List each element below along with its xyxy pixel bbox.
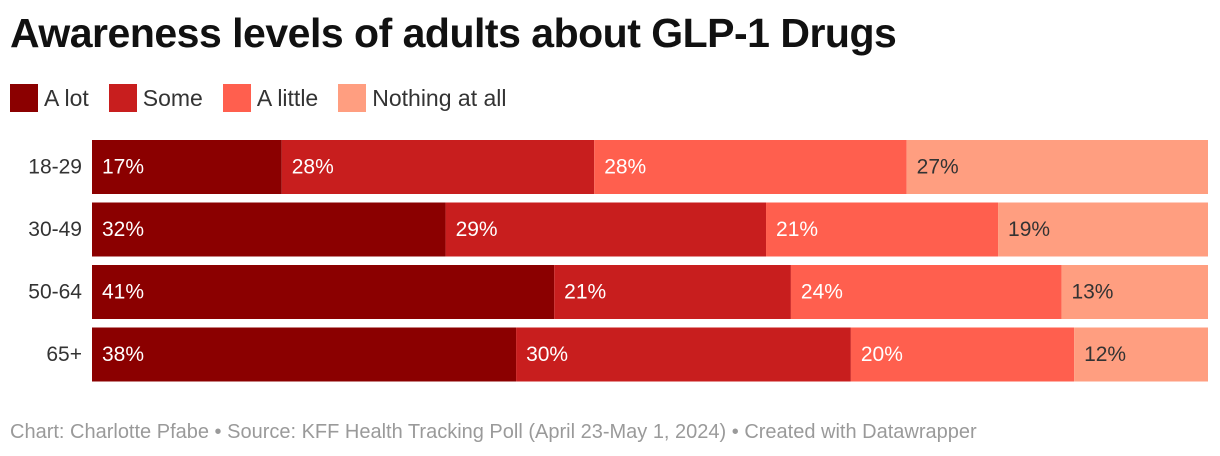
bar-65-nothing-at-all: [1074, 327, 1208, 382]
legend-swatch-some: [108, 84, 137, 112]
data-label-18-29-a-little: 28%: [604, 156, 646, 179]
legend-swatch-a-lot: [10, 84, 38, 112]
data-label-30-49-some: 29%: [456, 218, 498, 241]
stacked-bar-chart: 18-29 17% 28% 28% 27% 30-49 32% 29% 21% 19% 50-64 4…: [28, 140, 1208, 382]
bar-65-a-lot: [92, 327, 517, 382]
bar-50-64-a-lot: [92, 265, 555, 319]
chart-title: Awareness levels of adults about GLP-1 D…: [10, 10, 897, 56]
legend-label-some: Some: [142, 84, 203, 111]
bar-30-49-a-little: [766, 202, 999, 257]
legend-item-some: Some: [108, 84, 203, 112]
data-label-18-29-nothing-at-all: 27%: [917, 156, 959, 179]
data-label-50-64-a-little: 24%: [801, 281, 843, 304]
bar-50-64-some: [554, 265, 791, 319]
legend: A lot Some A little Nothing at all: [10, 84, 526, 112]
data-label-65-some: 30%: [526, 343, 568, 366]
data-label-50-64-a-lot: 41%: [102, 281, 144, 304]
bar-18-29-some: [281, 140, 595, 194]
data-label-30-49-nothing-at-all: 19%: [1008, 218, 1050, 241]
data-label-30-49-a-lot: 32%: [102, 218, 144, 241]
data-label-65-a-little: 20%: [861, 343, 903, 366]
bar-18-29-nothing-at-all: [906, 140, 1208, 194]
data-label-50-64-nothing-at-all: 13%: [1071, 281, 1113, 304]
bar-65-a-little: [850, 327, 1075, 382]
legend-swatch-nothing-at-all: [338, 84, 367, 112]
legend-item-a-little: A little: [222, 84, 319, 112]
bar-50-64-a-little: [790, 265, 1062, 319]
legend-item-nothing-at-all: Nothing at all: [338, 84, 506, 112]
legend-label-a-lot: A lot: [44, 84, 89, 111]
category-label-50-64: 50-64: [28, 281, 82, 304]
bar-65-some: [516, 327, 851, 382]
category-label-18-29: 18-29: [28, 156, 82, 179]
legend-swatch-a-little: [222, 84, 251, 112]
category-label-30-49: 30-49: [28, 218, 82, 241]
bar-18-29-a-little: [594, 140, 907, 194]
legend-label-a-little: A little: [256, 84, 319, 111]
bar-30-49-a-lot: [92, 202, 446, 257]
chart-footer: Chart: Charlotte Pfabe • Source: KFF Hea…: [10, 421, 977, 443]
data-label-65-a-lot: 38%: [102, 343, 144, 366]
bar-30-49-some: [445, 202, 767, 257]
bar-18-29-a-lot: [92, 140, 282, 194]
legend-item-a-lot: A lot: [10, 84, 89, 112]
bar-30-49-nothing-at-all: [998, 202, 1208, 257]
data-label-30-49-a-little: 21%: [776, 218, 818, 241]
data-label-18-29-a-lot: 17%: [102, 156, 144, 179]
data-label-50-64-some: 21%: [564, 281, 606, 304]
legend-label-nothing-at-all: Nothing at all: [372, 84, 507, 111]
data-label-65-nothing-at-all: 12%: [1084, 343, 1126, 366]
bar-50-64-nothing-at-all: [1061, 265, 1208, 319]
category-label-65: 65+: [46, 343, 82, 366]
data-label-18-29-some: 28%: [292, 156, 334, 179]
